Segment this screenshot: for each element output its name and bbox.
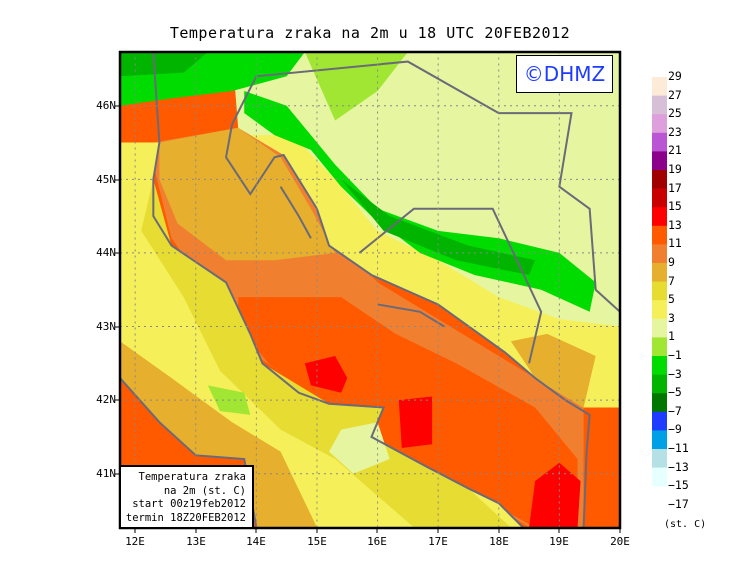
map-frame [118, 50, 622, 530]
lat-tick-label: 44N [96, 246, 116, 259]
legend-label: 25 [668, 106, 682, 121]
legend-swatch [652, 244, 667, 264]
lon-tick-label: 13E [186, 535, 206, 548]
legend-label: −5 [668, 385, 682, 400]
legend-label: 27 [668, 87, 682, 102]
legend-swatch [652, 225, 667, 245]
lon-tick-label: 18E [489, 535, 509, 548]
map-title: Temperatura zraka na 2m u 18 UTC 20FEB20… [169, 24, 571, 42]
legend-swatch [652, 95, 667, 115]
lon-tick-label: 20E [610, 535, 630, 548]
italy-coastal-zone [141, 179, 511, 528]
north-adriatic-zone [159, 127, 336, 261]
gargano-spot [329, 422, 390, 474]
legend-swatch [652, 449, 667, 468]
info-line: Temperatura zraka [138, 471, 246, 483]
legend-label: 19 [668, 162, 682, 176]
legend-swatch [652, 318, 667, 338]
legend-swatch [652, 300, 667, 320]
legend-label: 1 [668, 329, 675, 344]
legend-label: −9 [668, 422, 682, 437]
warm-core-1 [304, 355, 348, 393]
legend-swatch [652, 337, 667, 357]
legend-label: 17 [668, 180, 682, 195]
graticule [120, 52, 620, 527]
info-line: termin 18Z20FEB2012 [125, 511, 246, 524]
legend-label: −17 [668, 496, 689, 511]
dhmz-logo: ©DHMZ [516, 55, 613, 93]
warm-core-3 [529, 462, 581, 528]
legend-swatch [652, 114, 667, 134]
info-box: Temperatura zraka na 2m (st. C) start 00… [121, 465, 254, 527]
lon-tick-label: 12E [125, 535, 145, 548]
legend-swatch [652, 411, 667, 431]
legend-swatch [652, 151, 667, 171]
legend-label: 15 [668, 199, 682, 214]
axis-ticks [115, 105, 621, 533]
legend-swatch [652, 77, 667, 96]
dinaric-core [341, 179, 536, 276]
info-line: start 00z19feb2012 [132, 498, 246, 510]
lon-tick-label: 17E [428, 535, 448, 548]
legend-label: 29 [668, 69, 682, 83]
lon-tick-label: 15E [307, 535, 327, 548]
legend-label: −3 [668, 366, 682, 381]
legend-swatch [652, 356, 667, 375]
legend-label: 9 [668, 255, 675, 269]
legend-label: 3 [668, 310, 675, 325]
legend-color-bar [652, 77, 667, 487]
legend-swatch [652, 263, 667, 282]
legend-label: −7 [668, 403, 682, 418]
lat-tick-label: 45N [96, 173, 116, 186]
legend-swatch [652, 281, 667, 301]
lon-tick-label: 19E [549, 535, 569, 548]
legend-swatch [652, 170, 667, 189]
legend-swatch [652, 467, 667, 487]
legend-label: 21 [668, 143, 682, 158]
info-line: na 2m (st. C) [163, 484, 246, 497]
legend-swatch [652, 430, 667, 450]
legend-label: 23 [668, 124, 682, 139]
legend-label: −11 [668, 441, 689, 455]
legend-label: 11 [668, 236, 682, 251]
lon-tick-label: 16E [367, 535, 387, 548]
legend-label: 7 [668, 273, 675, 288]
lat-tick-label: 41N [96, 467, 116, 480]
warm-core-2 [398, 396, 433, 448]
lon-tick-label: 14E [246, 535, 266, 548]
coastline [120, 52, 620, 527]
legend-label: −15 [668, 478, 689, 493]
alps-core [120, 52, 208, 77]
legend-label: −1 [668, 348, 682, 362]
legend-swatch [652, 188, 667, 208]
legend-swatch [652, 374, 667, 394]
lat-tick-label: 46N [96, 99, 116, 112]
legend-label: 13 [668, 217, 682, 232]
legend-swatch [652, 207, 667, 227]
legend-swatch [652, 393, 667, 413]
legend-label: 5 [668, 292, 675, 307]
legend-unit: (st. C) [664, 519, 707, 530]
lat-tick-label: 42N [96, 393, 116, 406]
lat-tick-label: 43N [96, 320, 116, 333]
legend-label: −13 [668, 459, 689, 474]
legend-swatch [652, 132, 667, 152]
